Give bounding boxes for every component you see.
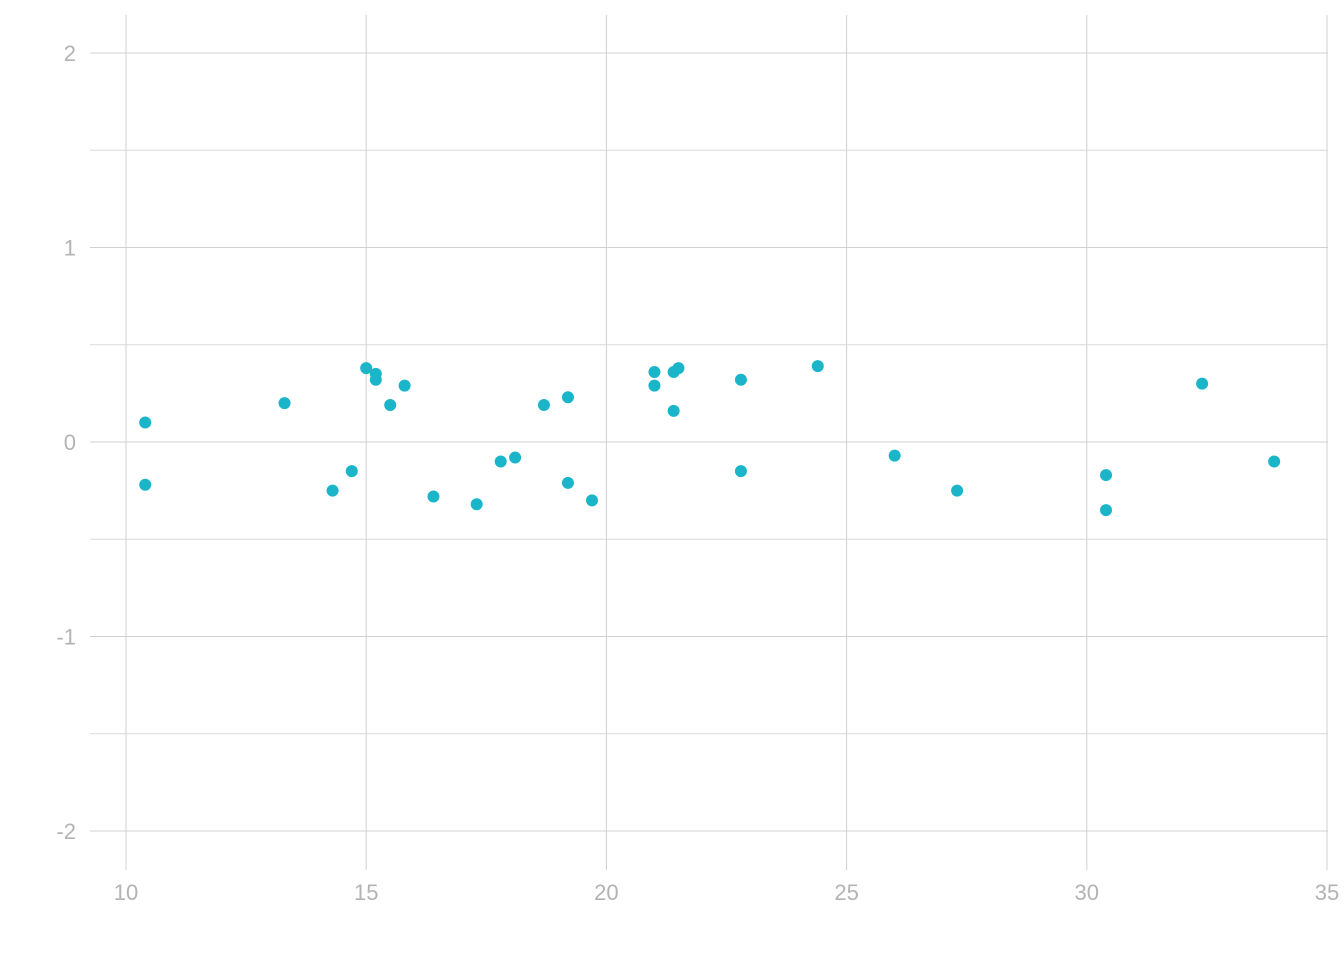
data-point: [139, 416, 152, 429]
data-point: [811, 360, 824, 373]
data-point: [345, 465, 358, 478]
data-point: [888, 449, 901, 462]
y-tick-label: 2: [64, 41, 76, 66]
data-point: [667, 404, 680, 417]
data-point: [734, 465, 747, 478]
data-point: [561, 391, 574, 404]
data-point: [951, 484, 964, 497]
data-point: [398, 379, 411, 392]
x-tick-label: 30: [1075, 880, 1099, 905]
data-point: [360, 362, 373, 375]
data-point: [648, 365, 661, 378]
y-tick-label: -1: [56, 625, 76, 650]
grid-lines: [90, 15, 1328, 870]
scatter-points: [139, 360, 1281, 517]
data-point: [509, 451, 522, 464]
data-point: [384, 399, 397, 412]
y-tick-label: 0: [64, 430, 76, 455]
y-axis-tick-labels: -2 -1 0 1 2: [56, 41, 76, 844]
y-tick-label: 1: [64, 236, 76, 261]
x-tick-label: 10: [114, 880, 138, 905]
x-tick-label: 35: [1315, 880, 1339, 905]
data-point: [470, 498, 483, 511]
data-point: [326, 484, 339, 497]
y-tick-label: -2: [56, 819, 76, 844]
data-point: [561, 476, 574, 489]
data-point: [672, 362, 685, 375]
data-point: [369, 373, 382, 386]
data-point: [585, 494, 598, 507]
data-point: [139, 478, 152, 491]
data-point: [427, 490, 440, 503]
x-axis-tick-labels: 10 15 20 25 30 35: [114, 880, 1339, 905]
data-point: [734, 373, 747, 386]
data-point: [278, 397, 291, 410]
x-tick-label: 15: [354, 880, 378, 905]
data-point: [648, 379, 661, 392]
data-point: [1196, 377, 1209, 390]
data-point: [494, 455, 507, 468]
data-point: [1100, 504, 1113, 517]
data-point: [537, 399, 550, 412]
x-tick-label: 25: [834, 880, 858, 905]
data-point: [1268, 455, 1281, 468]
data-point: [1100, 469, 1113, 482]
x-tick-label: 20: [594, 880, 618, 905]
